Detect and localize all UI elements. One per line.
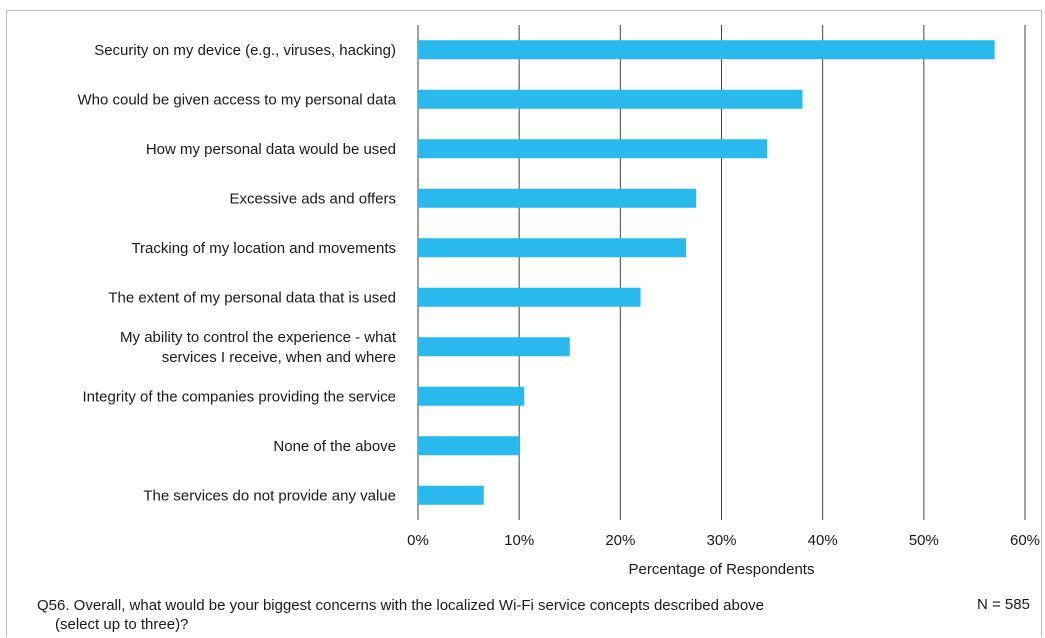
category-label: The extent of my personal data that is u… <box>108 289 396 306</box>
category-label-line: My ability to control the experience - w… <box>120 329 397 346</box>
chart-frame <box>6 10 1042 637</box>
bar <box>418 337 570 357</box>
category-label-line: Tracking of my location and movements <box>131 240 396 257</box>
bar-chart: Security on my device (e.g., viruses, ha… <box>77 25 1040 578</box>
category-label-line: How my personal data would be used <box>146 141 396 158</box>
category-label-line: services I receive, when and where <box>162 349 396 366</box>
x-tick-label: 20% <box>605 532 635 549</box>
category-label: Security on my device (e.g., viruses, ha… <box>94 42 396 59</box>
footnote: Q56. Overall, what would be your biggest… <box>37 596 937 634</box>
category-label: Excessive ads and offers <box>230 190 396 207</box>
category-label: How my personal data would be used <box>146 141 396 158</box>
category-label: The services do not provide any value <box>143 487 396 504</box>
category-label-line: The services do not provide any value <box>143 487 396 504</box>
x-tick-label: 40% <box>808 532 838 549</box>
bar <box>418 188 697 208</box>
bar <box>418 287 641 307</box>
category-label-line: The extent of my personal data that is u… <box>108 289 396 306</box>
category-label: Who could be given access to my personal… <box>77 91 396 108</box>
bar <box>418 40 995 60</box>
bar <box>418 139 768 159</box>
category-label-line: Integrity of the companies providing the… <box>83 388 397 405</box>
category-label-line: Excessive ads and offers <box>230 190 396 207</box>
x-tick-label: 50% <box>909 532 939 549</box>
x-tick-label: 10% <box>504 532 534 549</box>
bar <box>418 238 687 258</box>
category-label-line: None of the above <box>273 438 396 455</box>
x-axis-title: Percentage of Respondents <box>629 561 815 578</box>
category-label: Integrity of the companies providing the… <box>83 388 397 405</box>
bar <box>418 485 484 505</box>
category-label: My ability to control the experience - w… <box>120 329 397 366</box>
bar <box>418 436 520 456</box>
category-label: Tracking of my location and movements <box>131 240 396 257</box>
x-tick-label: 30% <box>706 532 736 549</box>
footnote-question: Q56. Overall, what would be your biggest… <box>37 597 765 614</box>
bar <box>418 386 525 406</box>
x-tick-label: 0% <box>407 532 429 549</box>
category-label: None of the above <box>273 438 396 455</box>
x-tick-label: 60% <box>1010 532 1040 549</box>
footnote-question-cont: (select up to three)? <box>55 616 189 633</box>
bar <box>418 89 803 109</box>
category-label-line: Who could be given access to my personal… <box>77 91 396 108</box>
category-label-line: Security on my device (e.g., viruses, ha… <box>94 42 396 59</box>
sample-size-label: N = 585 <box>977 596 1030 613</box>
